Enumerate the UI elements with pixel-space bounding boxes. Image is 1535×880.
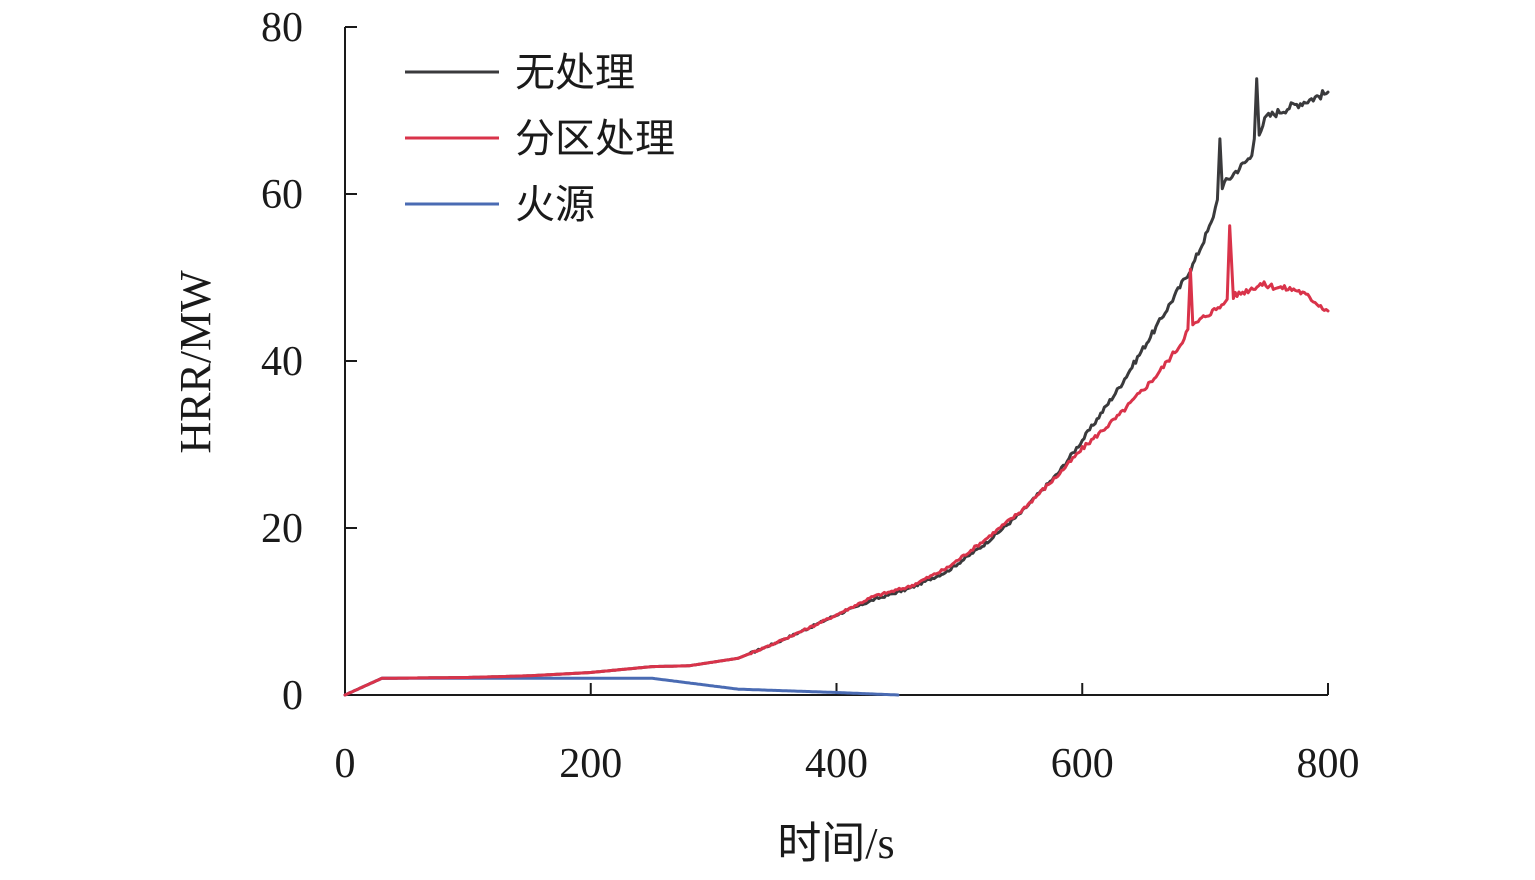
y-tick-label-40: 40 bbox=[261, 339, 303, 385]
x-tick-label-600: 600 bbox=[1051, 741, 1114, 787]
series-line-2 bbox=[343, 224, 1330, 697]
series-line-3 bbox=[343, 676, 900, 697]
y-tick-label-0: 0 bbox=[282, 673, 303, 719]
y-tick-label-80: 80 bbox=[261, 5, 303, 51]
x-tick-label-0: 0 bbox=[335, 741, 356, 787]
x-tick-label-400: 400 bbox=[805, 741, 868, 787]
legend-label-3: 火源 bbox=[515, 182, 595, 228]
y-axis-title: HRR/MW bbox=[171, 270, 220, 454]
legend-label-2: 分区处理 bbox=[515, 116, 675, 162]
x-tick-label-200: 200 bbox=[559, 741, 622, 787]
y-tick-label-20: 20 bbox=[261, 506, 303, 552]
x-tick-label-800: 800 bbox=[1297, 741, 1360, 787]
x-axis-title: 时间/s bbox=[777, 819, 894, 868]
y-tick-label-60: 60 bbox=[261, 172, 303, 218]
series-line-1 bbox=[343, 77, 1330, 697]
legend-label-1: 无处理 bbox=[515, 50, 635, 96]
